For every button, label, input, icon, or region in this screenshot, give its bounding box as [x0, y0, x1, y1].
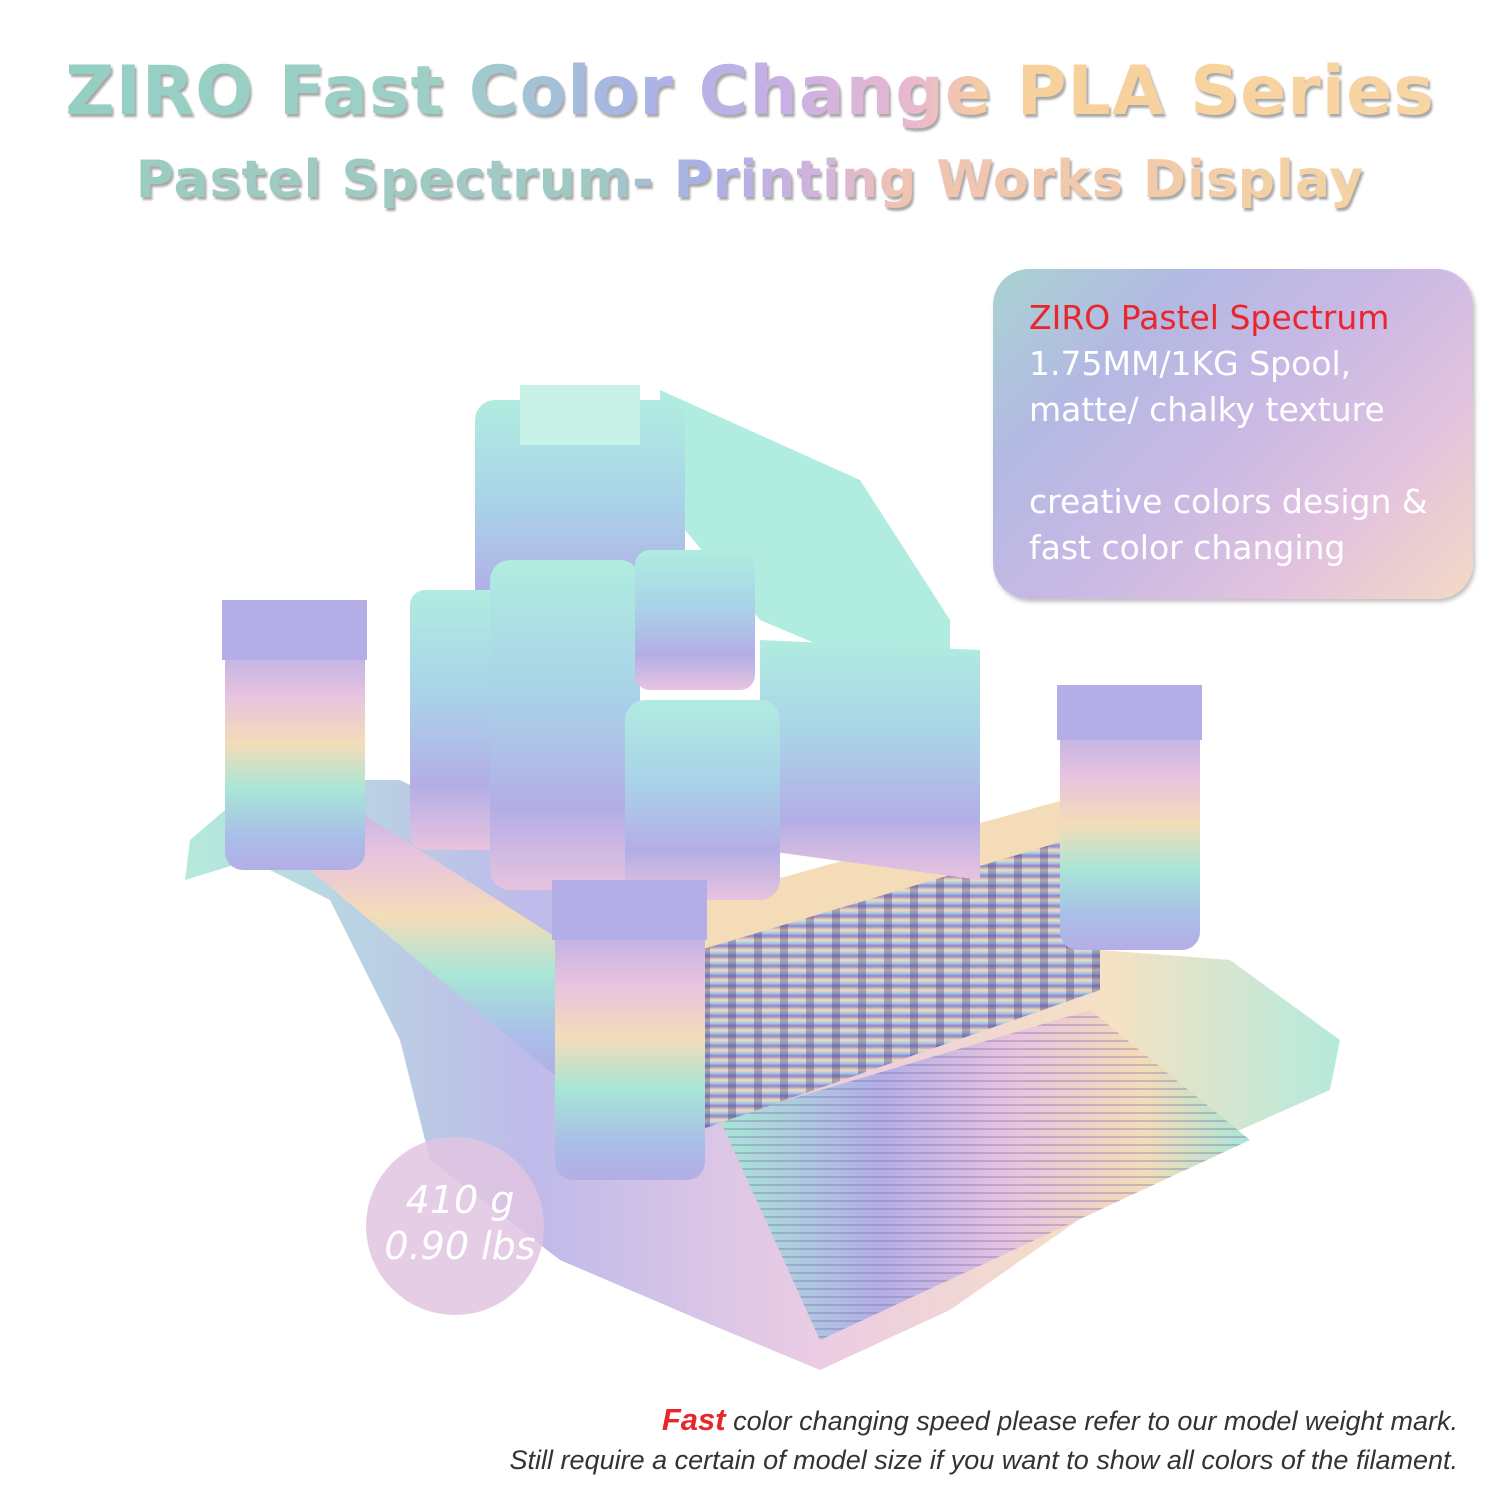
page-title: ZIRO Fast Color Change PLA Series: [65, 52, 1435, 131]
footnote-line2: Still require a certain of model size if…: [509, 1445, 1458, 1475]
weight-badge: 410 g 0.90 lbs: [366, 1137, 544, 1315]
inner-tower: [410, 590, 510, 850]
great-hall: [660, 390, 950, 700]
inner-tower: [635, 550, 755, 690]
weight-grams: 410 g: [405, 1178, 515, 1222]
product-name: ZIRO Pastel Spectrum: [1029, 298, 1390, 337]
footnote-line1: color changing speed please refer to our…: [725, 1406, 1458, 1436]
corner-tower-front: [552, 880, 707, 1180]
inner-tower: [490, 560, 640, 890]
colonnade-wall: [700, 820, 1100, 1130]
weight-pounds: 0.90 lbs: [384, 1224, 536, 1268]
fast-emphasis: Fast: [661, 1402, 726, 1437]
footnote: Fast color changing speed please refer t…: [510, 1400, 1458, 1480]
corner-tower-left: [222, 600, 367, 870]
spec-line: 1.75MM/1KG Spool,: [1029, 344, 1352, 383]
spec-info-box: ZIRO Pastel Spectrum 1.75MM/1KG Spool, m…: [993, 269, 1473, 599]
left-wall: [310, 780, 560, 1080]
feature-line: creative colors design &: [1029, 482, 1428, 521]
feature-line: fast color changing: [1029, 528, 1346, 567]
inner-tower: [625, 700, 780, 900]
page-subtitle: Pastel Spectrum- Printing Works Display: [135, 150, 1365, 210]
corner-tower-right: [1057, 685, 1202, 950]
spec-line: matte/ chalky texture: [1029, 390, 1385, 429]
